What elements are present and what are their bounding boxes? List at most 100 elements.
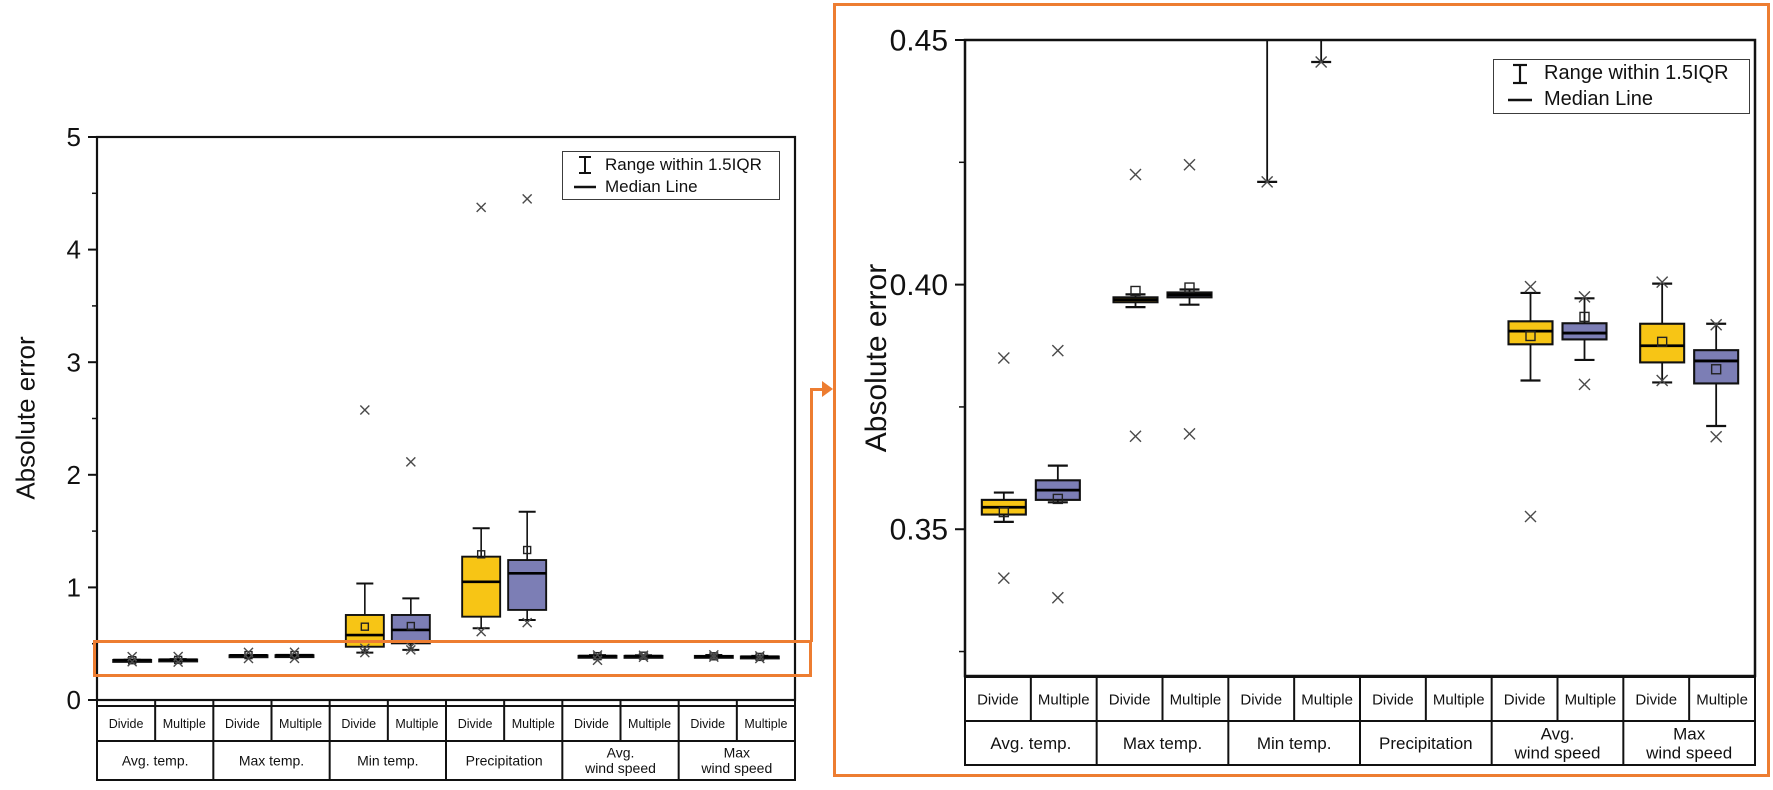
left-y-axis-title: Absolute error bbox=[10, 336, 41, 500]
outlier-marker bbox=[1129, 430, 1142, 443]
variant-label-divide: Divide bbox=[341, 717, 376, 731]
legend-row-median: Median Line bbox=[565, 176, 773, 198]
y-tick-label: 0.40 bbox=[890, 269, 948, 302]
x-axis-table: Divide Multiple Divide Multiple Divide Multip… bbox=[964, 676, 1756, 766]
mean-marker bbox=[360, 622, 370, 631]
outlier-marker bbox=[997, 572, 1010, 585]
box-min-temp-multiple bbox=[390, 456, 431, 655]
y-tick-label: 0.45 bbox=[890, 25, 948, 58]
variant-label-multiple: Multiple bbox=[279, 717, 322, 731]
outlier-marker bbox=[405, 456, 416, 467]
category-label-max-wind-speed: Max wind speed bbox=[700, 745, 772, 777]
legend-row-iqr: Range within 1.5IQR bbox=[565, 154, 773, 176]
outlier-marker bbox=[1656, 374, 1669, 387]
outlier-marker bbox=[1051, 344, 1064, 357]
iqr-box bbox=[507, 559, 548, 611]
left-legend: Range within 1.5IQR Median Line bbox=[562, 151, 780, 200]
outlier-marker bbox=[127, 656, 138, 667]
zoom-connector-line-vertical bbox=[810, 390, 813, 642]
range-whisker-icon bbox=[1496, 61, 1544, 87]
iqr-box bbox=[1639, 322, 1686, 364]
variant-label-multiple: Multiple bbox=[628, 717, 671, 731]
box-max-wind-speed-divide bbox=[1639, 276, 1686, 387]
legend-iqr-label: Range within 1.5IQR bbox=[1544, 62, 1729, 84]
outlier-marker bbox=[997, 352, 1010, 364]
median-line-icon bbox=[1496, 87, 1544, 113]
y-tick-label: 1 bbox=[67, 573, 81, 603]
outlier-marker bbox=[1524, 280, 1537, 293]
outlier-marker bbox=[1656, 276, 1669, 289]
mean-marker bbox=[1579, 311, 1590, 323]
iqr-box bbox=[461, 555, 502, 618]
box-max-temp-multiple bbox=[1166, 158, 1213, 440]
variant-label-multiple: Multiple bbox=[1301, 691, 1353, 708]
y-tick-label: 0 bbox=[67, 685, 81, 715]
outlier-marker bbox=[1183, 427, 1196, 440]
iqr-box bbox=[1561, 322, 1608, 341]
category-label-min-temp: Min temp. bbox=[357, 752, 418, 768]
zoomed-panel-frame bbox=[833, 3, 1770, 777]
box-avg-temp-multiple bbox=[158, 651, 199, 668]
zoom-connector-line-horizontal bbox=[810, 388, 824, 391]
outlier-marker bbox=[289, 653, 300, 664]
variant-label-multiple: Multiple bbox=[1696, 691, 1748, 708]
variant-label-divide: Divide bbox=[225, 717, 260, 731]
category-label-max-wind-speed: Max wind speed bbox=[1645, 724, 1732, 762]
mean-marker bbox=[476, 550, 486, 559]
outlier-marker bbox=[1578, 290, 1591, 303]
panel-zoomed: 0.35 0.40 0.45 Divide Multiple Divide Multiple… bbox=[890, 25, 1757, 766]
box-max-wind-speed-multiple bbox=[1693, 318, 1740, 443]
box-avg-temp-multiple bbox=[1034, 344, 1081, 604]
mean-marker bbox=[1130, 285, 1141, 297]
variant-label-divide: Divide bbox=[1504, 691, 1546, 708]
median-line-icon bbox=[565, 176, 605, 198]
mean-marker bbox=[755, 652, 765, 662]
variant-label-multiple: Multiple bbox=[512, 717, 555, 731]
legend-row-iqr: Range within 1.5IQR bbox=[1496, 61, 1743, 87]
variant-label-multiple: Multiple bbox=[1038, 691, 1090, 708]
variant-label-multiple: Multiple bbox=[163, 717, 206, 731]
outlier-marker bbox=[638, 652, 649, 663]
variant-label-divide: Divide bbox=[1109, 691, 1151, 708]
x-axis-table: Divide Multiple Divide Multiple Divide Multip… bbox=[96, 705, 796, 781]
variant-label-multiple: Multiple bbox=[744, 717, 787, 731]
outlier-marker bbox=[1315, 56, 1328, 69]
box-precipitation-divide bbox=[461, 202, 502, 637]
category-label-min-temp: Min temp. bbox=[1257, 734, 1332, 753]
box-max-temp-divide bbox=[228, 647, 269, 664]
y-tick-label: 2 bbox=[67, 460, 81, 490]
mean-marker bbox=[1656, 336, 1668, 348]
box-avg-wind-speed-multiple bbox=[1561, 290, 1608, 391]
outlier-marker bbox=[243, 653, 254, 664]
box-max-temp-multiple bbox=[274, 647, 315, 664]
box-avg-wind-speed-divide bbox=[1507, 280, 1554, 523]
plot-frame bbox=[963, 38, 1757, 678]
outlier-marker bbox=[173, 657, 184, 668]
mean-marker bbox=[1184, 282, 1195, 293]
outlier-marker bbox=[522, 193, 533, 204]
box-min-temp-multiple bbox=[1311, 40, 1332, 69]
outlier-marker bbox=[476, 626, 487, 637]
outlier-marker bbox=[359, 405, 370, 416]
y-tick-label: 5 bbox=[67, 122, 81, 152]
outlier-marker bbox=[1710, 318, 1723, 331]
mean-marker bbox=[1710, 364, 1722, 375]
y-tick-label: 3 bbox=[67, 347, 81, 377]
outlier-marker bbox=[405, 641, 416, 652]
boxes-layer bbox=[980, 40, 1740, 604]
outlier-marker bbox=[359, 643, 370, 654]
outlier-marker bbox=[1129, 168, 1142, 181]
variant-label-divide: Divide bbox=[1635, 691, 1677, 708]
variant-label-multiple: Multiple bbox=[1433, 691, 1485, 708]
outlier-marker bbox=[359, 647, 370, 658]
right-legend: Range within 1.5IQR Median Line bbox=[1493, 59, 1750, 114]
variant-label-divide: Divide bbox=[458, 717, 493, 731]
outlier-marker bbox=[1051, 591, 1064, 604]
mean-marker bbox=[522, 545, 532, 555]
outlier-marker bbox=[708, 652, 719, 663]
box-precipitation-multiple bbox=[507, 193, 548, 628]
box-max-temp-divide bbox=[1112, 168, 1159, 443]
legend-median-label: Median Line bbox=[1544, 88, 1653, 110]
variant-label-multiple: Multiple bbox=[1170, 691, 1222, 708]
